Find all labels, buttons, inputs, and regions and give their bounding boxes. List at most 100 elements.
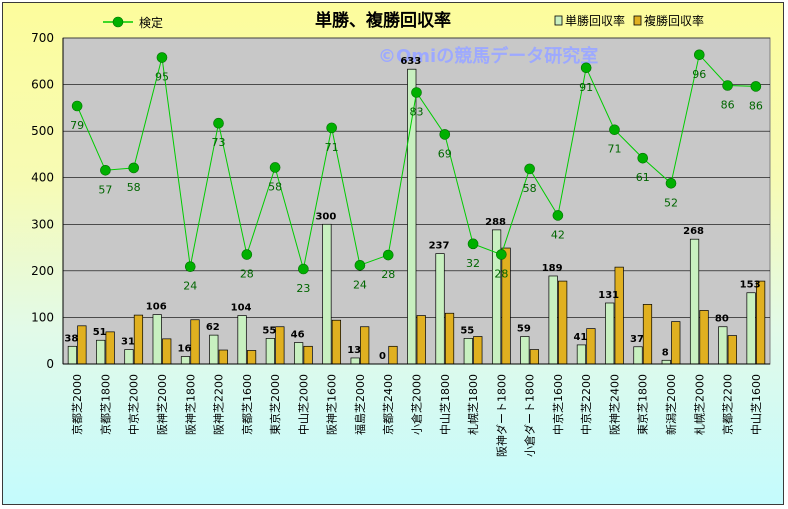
line-point-label: 57	[98, 183, 112, 196]
x-tick-label: 新潟芝2000	[664, 374, 678, 435]
line-point-label: 61	[636, 171, 650, 184]
line-point-label: 58	[523, 182, 537, 195]
bar-fukusho	[756, 280, 766, 365]
line-point-label: 91	[579, 81, 593, 94]
legend-bar1-marker	[554, 15, 563, 26]
line-point	[184, 261, 196, 272]
watermark: ©Omiの競馬データ研究室	[378, 45, 598, 67]
line-point-label: 86	[721, 99, 735, 112]
x-tick-label: 阪神芝2200	[212, 374, 226, 435]
gridlines	[63, 37, 770, 365]
bar-tansho	[265, 338, 275, 365]
line-point-label: 96	[692, 68, 706, 81]
line-point	[71, 100, 83, 112]
line-point	[750, 81, 762, 92]
bar-fukusho	[586, 328, 596, 365]
legend-bar1-label: 単勝回収率	[565, 13, 625, 28]
tansho-value-label: 51	[93, 327, 107, 338]
y-tick-label: 300	[31, 217, 54, 231]
line-point	[354, 259, 366, 271]
bar-tansho	[322, 223, 332, 365]
chart-title: 単勝、複勝回収率	[315, 10, 451, 31]
line-point	[693, 49, 705, 61]
line-point	[213, 117, 224, 129]
line-point-label: 71	[607, 143, 621, 156]
bars	[67, 68, 766, 365]
x-tick-label: 札幌芝2000	[692, 374, 706, 435]
x-tick-label: 京都芝2200	[721, 374, 735, 435]
tansho-value-label: 104	[231, 303, 252, 314]
line-point-label: 95	[155, 71, 169, 84]
y-tick-label: 200	[31, 264, 54, 278]
bar-fukusho	[473, 336, 483, 365]
bar-tansho	[350, 357, 360, 365]
line-point-label: 28	[381, 268, 395, 281]
tansho-value-label: 37	[630, 334, 644, 345]
bar-fukusho	[331, 319, 342, 365]
bar-tansho	[435, 253, 445, 365]
legend-bar2-marker	[633, 15, 642, 26]
line-point-label: 83	[410, 105, 424, 118]
tansho-value-label: 16	[178, 344, 192, 355]
x-tick-label: 中山芝1600	[750, 374, 763, 435]
bar-fukusho	[303, 345, 313, 365]
line-point	[722, 80, 733, 91]
x-tick-label: 福島芝2000	[353, 374, 367, 435]
bar-fukusho	[529, 349, 539, 365]
y-tick-label: 100	[31, 310, 54, 324]
bar-fukusho	[444, 312, 455, 365]
bar-fukusho	[699, 310, 709, 365]
tansho-value-label: 13	[347, 345, 361, 356]
bar-fukusho	[360, 326, 370, 365]
bar-fukusho	[614, 266, 624, 365]
bar-fukusho	[727, 335, 737, 365]
x-tick-label: 京都芝1600	[240, 374, 254, 435]
y-tick-label: 0	[46, 357, 54, 371]
line-point-label: 58	[268, 180, 282, 193]
bar-fukusho	[218, 349, 228, 365]
tansho-value-label: 153	[740, 280, 761, 291]
bar-fukusho	[133, 314, 144, 365]
tansho-value-label: 38	[64, 333, 78, 344]
line-point-label: 23	[296, 282, 310, 295]
line-point	[326, 122, 337, 134]
tansho-value-label: 300	[315, 211, 336, 222]
line-point-label: 28	[240, 268, 254, 281]
line-point	[156, 52, 168, 63]
x-tick-label: 京都芝2400	[381, 374, 395, 435]
bar-fukusho	[190, 319, 200, 365]
line-series	[71, 49, 762, 275]
y-tick-label: 700	[31, 31, 54, 45]
bar-tansho	[237, 315, 247, 365]
bar-fukusho	[275, 326, 285, 365]
tansho-value-label: 268	[683, 226, 704, 237]
tansho-value-label: 189	[542, 263, 563, 274]
bar-tansho	[718, 326, 728, 365]
x-tick-label: 中京芝2200	[579, 374, 593, 435]
x-tick-label: 中山芝1800	[439, 374, 452, 435]
bar-fukusho	[642, 304, 653, 365]
bar-tansho	[548, 275, 558, 365]
line-point-label: 69	[438, 147, 452, 160]
x-tick-label: 札幌芝1800	[466, 374, 480, 435]
tansho-value-label: 8	[662, 347, 669, 358]
bar-fukusho	[671, 321, 681, 365]
x-tick-label: 京都芝2000	[70, 374, 84, 435]
tansho-value-label: 59	[517, 324, 531, 335]
line-point	[467, 238, 479, 250]
x-tick-label: 阪神芝2400	[607, 374, 621, 435]
line-point-label: 58	[127, 181, 141, 194]
bar-tansho	[605, 302, 615, 365]
x-tick-label: 小倉芝2000	[410, 374, 424, 435]
line-point-label: 42	[551, 228, 565, 241]
line-point	[269, 162, 281, 173]
line-point-label: 32	[466, 257, 480, 270]
legend-bar2-label: 複勝回収率	[644, 13, 704, 28]
y-axis: 0 100 200 300 400 500 600 700	[31, 31, 64, 371]
line-point-label: 73	[212, 136, 226, 149]
bar-fukusho	[162, 338, 172, 365]
tansho-value-label: 41	[573, 332, 587, 343]
bar-tansho	[689, 238, 700, 365]
bar-tansho	[96, 339, 106, 365]
